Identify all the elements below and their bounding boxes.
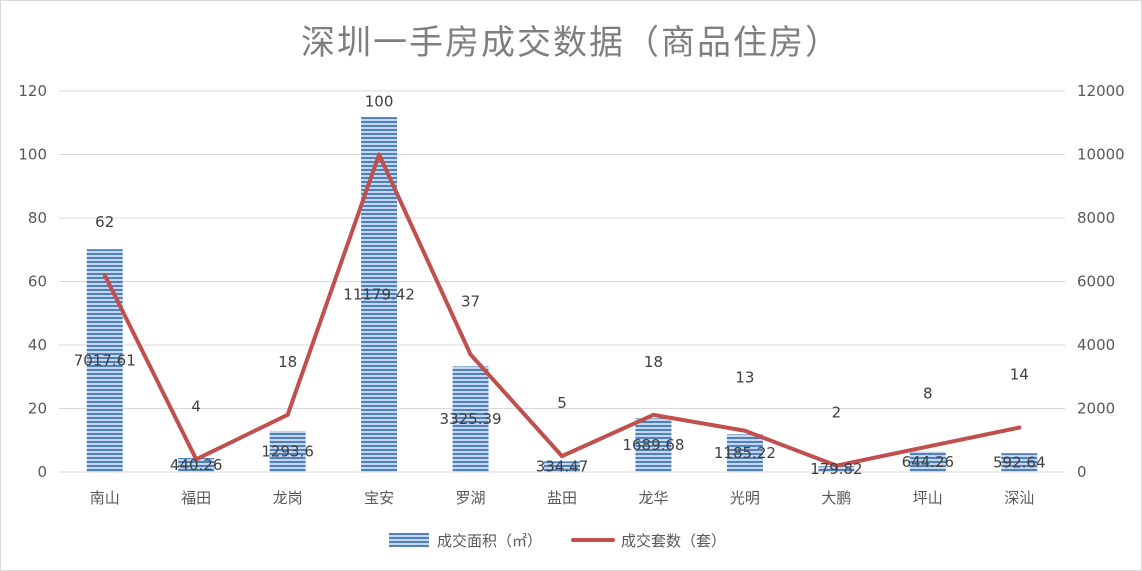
right-tick-label: 12000 <box>1077 82 1125 100</box>
line-value-label: 4 <box>191 397 201 415</box>
line-path <box>102 152 1022 468</box>
bar-value-label: 3325.39 <box>440 410 502 428</box>
bar-value-label: 1293.6 <box>261 442 314 460</box>
legend-bar-label: 成交面积（㎡） <box>437 532 542 550</box>
bar <box>269 430 306 472</box>
bar <box>1001 453 1038 472</box>
line-point <box>560 454 564 459</box>
category-label: 龙岗 <box>273 489 303 507</box>
line-value-label: 100 <box>365 93 394 111</box>
bar-value-label: 644.26 <box>902 453 955 471</box>
line-value-label: 2 <box>832 404 842 422</box>
left-tick-label: 20 <box>28 400 47 418</box>
bar <box>726 434 763 472</box>
gridlines <box>59 90 1065 473</box>
line-value-label: 14 <box>1010 366 1029 384</box>
line-value-label: 18 <box>278 353 297 371</box>
legend-line-label: 成交套数（套） <box>621 532 726 550</box>
line-point <box>377 152 382 157</box>
left-tick-label: 0 <box>37 463 47 481</box>
right-tick-label: 0 <box>1077 463 1087 481</box>
category-label: 大鹏 <box>821 489 851 507</box>
line-value-label: 8 <box>923 385 933 403</box>
bar-value-label: 179.82 <box>810 460 863 478</box>
line-point <box>925 444 930 449</box>
bar <box>178 458 215 472</box>
left-tick-label: 100 <box>18 146 47 164</box>
category-label: 福田 <box>181 489 211 507</box>
bar-series <box>86 117 1038 473</box>
bar <box>86 249 123 472</box>
line-point <box>742 428 747 433</box>
category-label: 宝安 <box>364 489 394 507</box>
bar-value-label: 334.47 <box>536 458 589 476</box>
category-label: 深汕 <box>1004 489 1034 507</box>
bar <box>818 466 855 472</box>
line-value-label: 37 <box>461 293 480 311</box>
bar <box>909 451 946 472</box>
bar-value-label: 7017.61 <box>74 352 136 370</box>
x-axis: 南山 福田 龙岗 宝安 罗湖 盐田 龙华 光明 大鹏 坪山 深汕 <box>59 471 1065 507</box>
line-point <box>834 463 839 468</box>
bar-value-label: 1185.22 <box>714 444 776 462</box>
legend: 成交面积（㎡） 成交套数（套） <box>389 532 726 550</box>
data-labels: 7017.61 440.26 1293.6 11179.42 3325.39 334.47… <box>74 93 1046 479</box>
left-y-axis: 0 20 40 60 80 100 120 <box>18 82 47 481</box>
bar-value-label: 1689.68 <box>622 436 684 454</box>
chart-title: 深圳一手房成交数据（商品住房） <box>301 23 841 63</box>
line-value-label: 5 <box>557 394 567 412</box>
line-value-label: 62 <box>95 213 114 231</box>
line-point <box>194 457 199 462</box>
right-tick-label: 2000 <box>1077 400 1115 418</box>
right-tick-label: 6000 <box>1077 273 1115 291</box>
category-label: 罗湖 <box>456 489 486 507</box>
line-series <box>102 152 1022 468</box>
bar <box>635 418 672 472</box>
category-label: 龙华 <box>638 489 668 507</box>
left-tick-label: 40 <box>28 336 47 354</box>
right-tick-label: 8000 <box>1077 209 1115 227</box>
left-tick-label: 60 <box>28 273 47 291</box>
line-point <box>468 352 473 357</box>
bar-value-label: 440.26 <box>170 456 223 474</box>
left-tick-label: 80 <box>28 209 47 227</box>
right-tick-label: 10000 <box>1077 146 1125 164</box>
bar-value-label: 11179.42 <box>343 286 415 304</box>
category-label: 南山 <box>90 489 120 507</box>
left-tick-label: 120 <box>18 82 47 100</box>
line-point <box>651 412 656 417</box>
bar-value-label: 592.64 <box>993 454 1046 472</box>
category-label: 盐田 <box>547 489 577 507</box>
bar <box>544 461 580 472</box>
bar <box>452 366 489 472</box>
line-value-label: 18 <box>644 353 663 371</box>
category-label: 光明 <box>730 489 760 507</box>
line-point <box>1017 425 1022 430</box>
right-tick-label: 4000 <box>1077 336 1115 354</box>
category-label: 坪山 <box>913 489 943 507</box>
right-y-axis: 0 2000 4000 6000 8000 10000 12000 <box>1077 82 1125 481</box>
line-point <box>285 412 290 417</box>
legend-bar-swatch <box>389 533 429 547</box>
line-point <box>102 273 107 278</box>
line-value-label: 13 <box>735 369 754 387</box>
